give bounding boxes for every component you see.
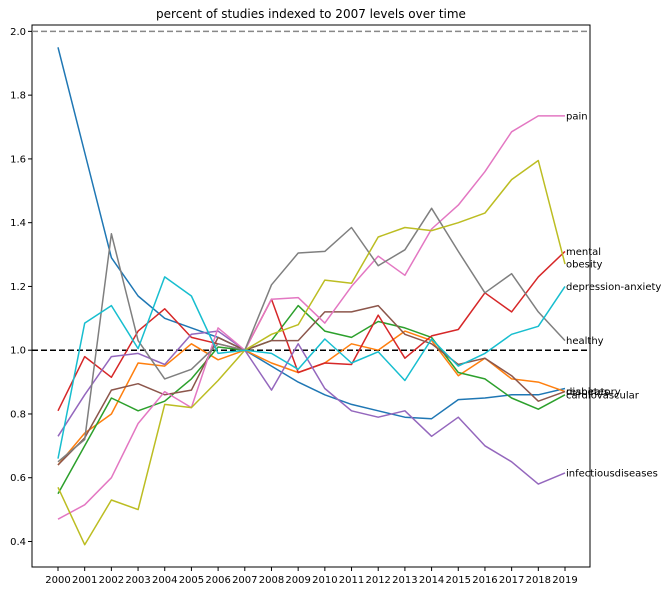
x-tick-label: 2003	[125, 575, 150, 586]
series-label-respiratory: respiratory	[566, 387, 621, 398]
x-tick-label: 2017	[499, 575, 524, 586]
series-label-healthy: healthy	[566, 336, 604, 347]
y-tick-label: 1.8	[10, 91, 26, 102]
y-tick-label: 0.4	[10, 537, 26, 548]
series-lines	[57, 47, 566, 546]
series-label-obesity: obesity	[566, 260, 603, 271]
series-line-obesity	[57, 159, 566, 546]
x-tick-label: 2012	[365, 575, 390, 586]
series-line-blue	[57, 47, 566, 420]
series-label-depression-anxiety: depression-anxiety	[566, 282, 661, 293]
x-tick-label: 2004	[152, 575, 177, 586]
x-axis: 2000 2001 2002 2003 2004 2005 2006 2007 2008 2009…	[45, 567, 578, 586]
series-line-mental	[57, 250, 566, 412]
x-tick-label: 2000	[45, 575, 70, 586]
x-tick-label: 2008	[259, 575, 284, 586]
reference-lines	[32, 30, 590, 351]
series-line-infectiousdiseases	[57, 330, 566, 485]
x-tick-label: 2007	[232, 575, 257, 586]
series-line-depression-anxiety	[57, 276, 566, 459]
series-line-healthy	[57, 207, 566, 463]
x-tick-label: 2013	[392, 575, 417, 586]
x-tick-label: 2002	[99, 575, 124, 586]
series-line-cardiovascular	[57, 304, 566, 495]
series-label-cardiovascular: cardiovascular	[566, 390, 640, 401]
chart-title: percent of studies indexed to 2007 level…	[156, 7, 466, 21]
x-tick-label: 2010	[312, 575, 337, 586]
x-tick-label: 2006	[205, 575, 230, 586]
x-tick-label: 2015	[446, 575, 471, 586]
x-tick-label: 2005	[179, 575, 204, 586]
y-tick-label: 0.6	[10, 473, 26, 484]
series-label-mental: mental	[566, 247, 601, 258]
y-tick-label: 2.0	[10, 27, 26, 38]
y-tick-label: 0.8	[10, 409, 26, 420]
series-label-pain: pain	[566, 111, 588, 122]
x-tick-label: 2019	[552, 575, 577, 586]
plot-frame	[31, 24, 591, 568]
series-line-diabetes	[57, 304, 566, 466]
series-line-pain	[57, 115, 565, 520]
y-tick-label: 1.0	[10, 346, 26, 357]
x-tick-label: 2009	[285, 575, 310, 586]
x-tick-label: 2001	[72, 575, 97, 586]
y-tick-label: 1.6	[10, 154, 26, 165]
x-tick-label: 2018	[526, 575, 551, 586]
x-tick-label: 2016	[472, 575, 497, 586]
y-axis: 0.4 0.6 0.8 1.0 1.2 1.4 1.6 1.8 2.0	[10, 27, 32, 548]
series-label-diabetes: diabetes	[566, 387, 609, 398]
x-tick-label: 2011	[339, 575, 364, 586]
series-label-infectiousdiseases: infectiousdiseases	[566, 468, 658, 479]
x-tick-label: 2014	[419, 575, 444, 586]
y-tick-label: 1.2	[10, 282, 26, 293]
y-tick-label: 1.4	[10, 218, 26, 229]
